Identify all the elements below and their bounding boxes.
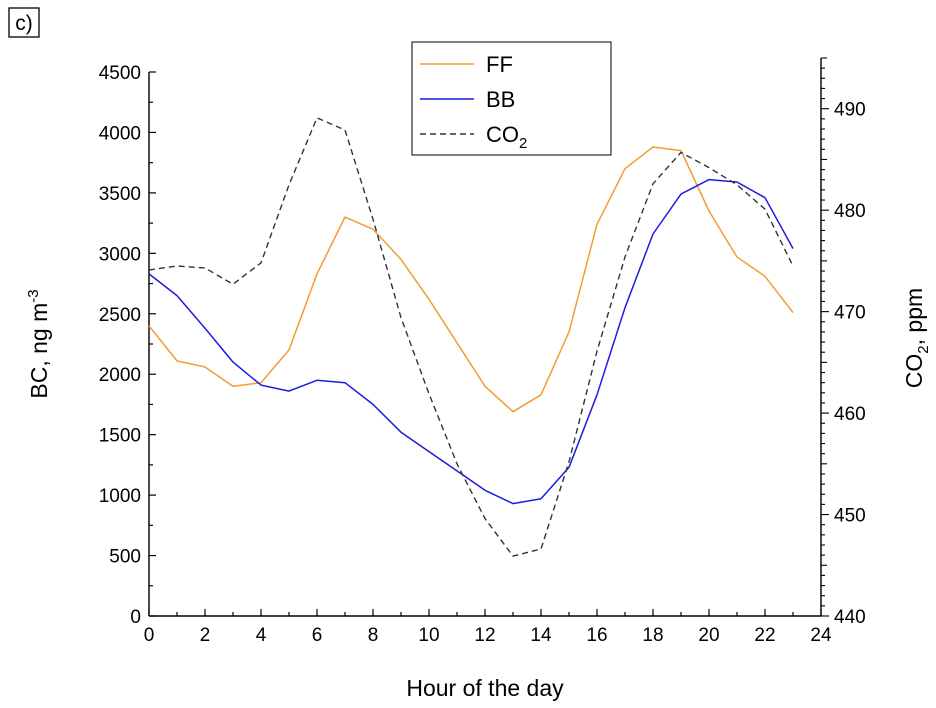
right-axis-title-main: CO xyxy=(901,354,927,389)
panel-label: c) xyxy=(15,12,33,35)
x-tick-label: 0 xyxy=(144,625,155,646)
right-axis-title-rest: , ppm xyxy=(901,288,927,346)
left-axis-title-sup: -3 xyxy=(25,289,42,302)
left-axis-ticks: 0 500 1000 1500 2000 2500 3000 3500 4000 4500 xyxy=(99,63,156,628)
left-tick-label: 1000 xyxy=(99,486,141,507)
right-axis-title-sub: 2 xyxy=(915,345,932,353)
legend-label-co2: CO2 xyxy=(486,122,527,152)
left-tick-label: 3000 xyxy=(99,244,141,265)
right-axis-ticks: 440 450 460 470 480 490 xyxy=(821,57,866,628)
legend-label-co2-main: CO xyxy=(486,122,519,147)
series-line-bb xyxy=(148,178,794,505)
left-tick-label: 2000 xyxy=(99,365,141,386)
series-lines xyxy=(148,117,794,557)
right-tick-label: 450 xyxy=(834,506,866,527)
series-line-ff xyxy=(148,146,794,413)
x-tick-label: 2 xyxy=(200,625,211,646)
left-tick-label: 3500 xyxy=(99,184,141,205)
x-tick-label: 22 xyxy=(754,625,775,646)
legend-label-ff: FF xyxy=(486,52,513,77)
right-tick-label: 480 xyxy=(834,201,866,222)
left-tick-label: 1500 xyxy=(99,426,141,447)
legend: FF BB CO2 xyxy=(411,41,612,156)
right-tick-label: 460 xyxy=(834,404,866,425)
left-tick-label: 500 xyxy=(109,547,141,568)
right-tick-label: 490 xyxy=(834,100,866,121)
x-tick-label: 4 xyxy=(256,625,267,646)
x-tick-label: 20 xyxy=(698,625,719,646)
right-axis-title: CO2, ppm xyxy=(901,288,932,388)
left-tick-label: 4000 xyxy=(99,123,141,144)
legend-label-bb: BB xyxy=(486,87,515,112)
x-tick-label: 14 xyxy=(530,625,552,646)
left-axis-title: BC, ng m-3 xyxy=(25,289,52,398)
left-tick-label: 4500 xyxy=(99,63,141,84)
left-tick-label: 2500 xyxy=(99,305,141,326)
left-tick-label: 0 xyxy=(130,607,141,628)
x-tick-label: 6 xyxy=(312,625,323,646)
x-tick-label: 12 xyxy=(474,625,495,646)
x-tick-label: 18 xyxy=(642,625,663,646)
x-tick-label: 8 xyxy=(368,625,379,646)
x-tick-label: 24 xyxy=(810,625,832,646)
right-tick-label: 440 xyxy=(834,607,866,628)
x-tick-label: 16 xyxy=(586,625,607,646)
series-line-co2 xyxy=(148,117,794,557)
x-axis-title: Hour of the day xyxy=(406,675,564,701)
left-axis-title-main: BC, ng m xyxy=(26,303,52,399)
legend-label-co2-sub: 2 xyxy=(519,135,527,152)
panel-label-box xyxy=(8,7,40,38)
x-tick-label: 10 xyxy=(418,625,439,646)
x-axis-ticks: 0 2 4 6 8 10 12 14 16 18 20 22 24 xyxy=(144,609,832,646)
right-tick-label: 470 xyxy=(834,303,866,324)
